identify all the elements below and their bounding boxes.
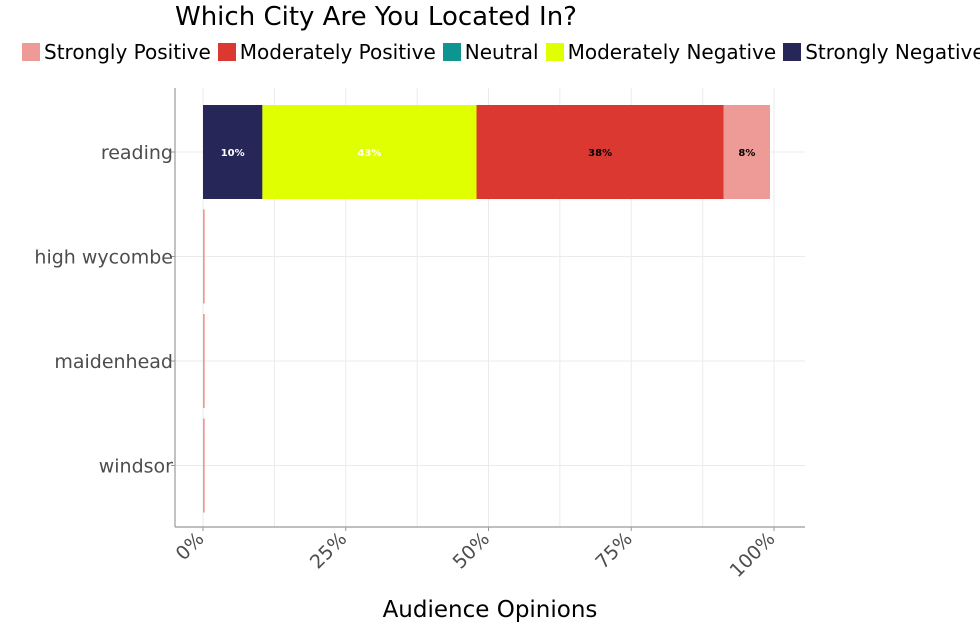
legend-swatch	[22, 43, 40, 61]
bar-segment	[203, 418, 205, 513]
bar-segment	[476, 105, 724, 199]
legend: Strongly Positive Moderately Positive Neut…	[22, 40, 980, 64]
legend-label: Strongly Negative	[805, 40, 980, 64]
x-tick-label: 0%	[172, 528, 209, 565]
bar-segment	[723, 105, 771, 199]
legend-label: Strongly Positive	[44, 40, 211, 64]
x-tick-label: 50%	[449, 528, 494, 573]
legend-item: Neutral	[442, 40, 539, 64]
y-tick-label: high wycombe	[34, 247, 173, 269]
x-tick-label: 100%	[726, 528, 780, 582]
data-label: 43%	[357, 148, 381, 159]
data-label: 8%	[738, 148, 755, 159]
chart-title: Which City Are You Located In?	[175, 2, 577, 32]
data-label: 38%	[588, 148, 612, 159]
legend-label: Neutral	[464, 40, 539, 64]
bar-segment	[203, 209, 205, 304]
x-tick-label: 75%	[591, 528, 636, 573]
bar-segment	[203, 105, 263, 199]
y-tick-label: maidenhead	[54, 351, 173, 373]
legend-item: Strongly Positive	[22, 40, 211, 64]
bar-segment	[203, 314, 205, 408]
y-tick-label: windsor	[99, 456, 173, 478]
legend-item: Moderately Negative	[545, 40, 777, 64]
x-axis-title: Audience Opinions	[382, 597, 598, 623]
legend-label: Moderately Positive	[239, 40, 436, 64]
bar-segment	[262, 105, 477, 199]
x-tick-label: 25%	[306, 528, 351, 573]
legend-swatch	[545, 43, 564, 61]
legend-item: Moderately Positive	[217, 40, 436, 64]
legend-swatch	[217, 43, 236, 61]
legend-swatch	[783, 43, 802, 61]
data-label: 10%	[221, 148, 245, 159]
legend-item: Strongly Negative	[783, 40, 980, 64]
legend-swatch	[442, 43, 461, 61]
y-tick-label: reading	[101, 142, 173, 164]
legend-label: Moderately Negative	[567, 40, 777, 64]
